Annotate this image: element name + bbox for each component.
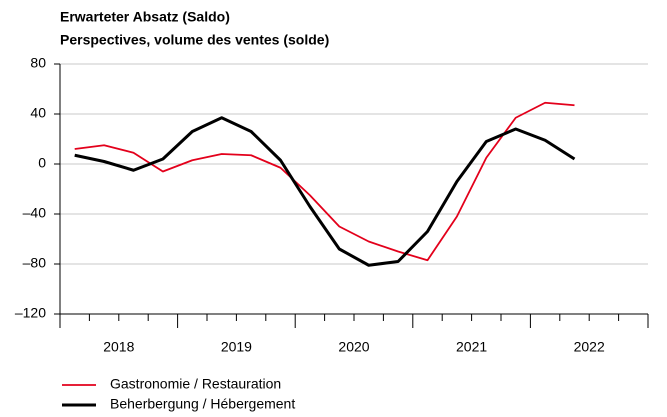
y-tick-label: –80 [23, 255, 47, 271]
series-line [74, 116, 576, 267]
chart-subtitle: Perspectives, volume des ventes (solde) [60, 32, 329, 48]
y-tick-label: 0 [38, 155, 46, 171]
legend-label: Gastronomie / Restauration [110, 376, 281, 392]
x-tick-label: 2022 [574, 339, 605, 355]
x-tick-label: 2018 [103, 339, 134, 355]
chart-title: Erwarteter Absatz (Saldo) [60, 9, 230, 25]
legend-label: Beherbergung / Hébergement [110, 396, 295, 412]
y-tick-label: –120 [15, 305, 46, 321]
x-tick-label: 2020 [338, 339, 369, 355]
series-line [74, 101, 575, 262]
x-tick-label: 2021 [456, 339, 487, 355]
x-tick-label: 2019 [221, 339, 252, 355]
y-tick-label: 80 [30, 55, 46, 71]
y-tick-label: 40 [30, 105, 46, 121]
y-tick-label: –40 [23, 205, 47, 221]
